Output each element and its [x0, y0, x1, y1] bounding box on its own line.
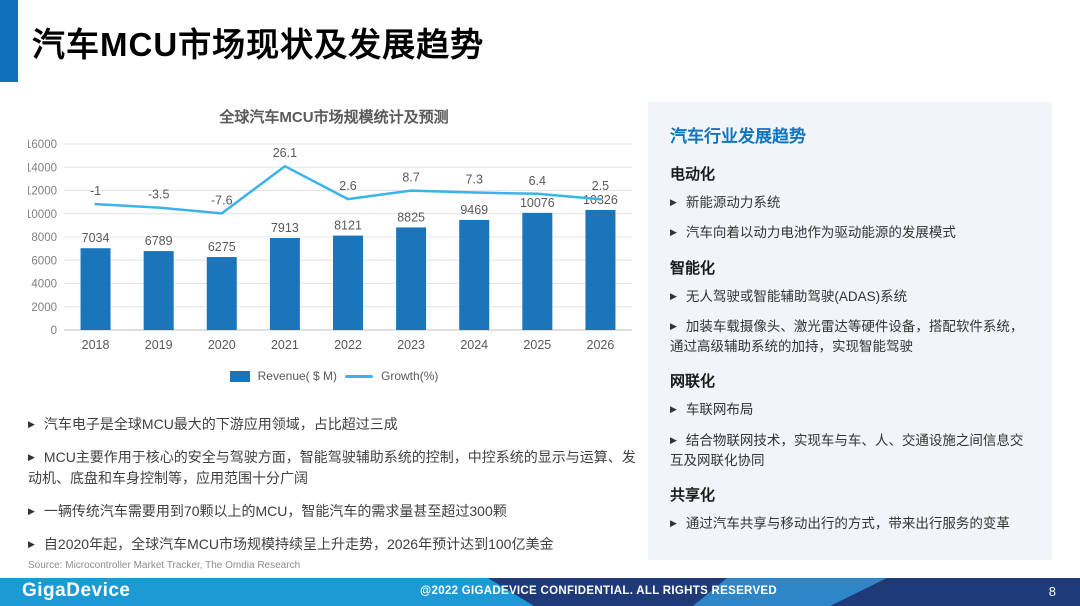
trend-section-connectivity: 网联化 ▶ 车联网布局 ▶ 结合物联网技术，实现车与车、人、交通设施之间信息交互及网… — [670, 370, 1030, 471]
trend-section-sharing: 共享化 ▶ 通过汽车共享与移动出行的方式，带来出行服务的变革 — [670, 484, 1030, 534]
revenue-legend-label: Revenue( $ M) — [257, 369, 338, 383]
list-item: ▶ MCU主要作用于核心的安全与驾驶方面，智能驾驶辅助系统的控制，中控系统的显示与… — [28, 447, 640, 490]
page-title: 汽车MCU市场现状及发展趋势 — [32, 26, 485, 63]
bullet-text: 汽车电子是全球MCU最大的下游应用领域，占比超过三成 — [43, 416, 398, 432]
trend-section-intelligence: 智能化 ▶ 无人驾驶或智能辅助驾驶(ADAS)系统 ▶ 加装车载摄像头、激光雷达等硬… — [670, 257, 1030, 358]
panel-item-text: 无人驾驶或智能辅助驾驶(ADAS)系统 — [685, 288, 908, 304]
panel-item-text: 通过汽车共享与移动出行的方式，带来出行服务的变革 — [685, 516, 1010, 531]
bullet-triangle-icon: ▶ — [670, 197, 677, 207]
growth-legend-line — [345, 374, 374, 378]
panel-item-text: 结合物联网技术，实现车与车、人、交通设施之间信息交互及网联化协同 — [670, 432, 1024, 468]
svg-text:-1: -1 — [90, 184, 101, 198]
svg-text:2024: 2024 — [460, 338, 488, 352]
list-item: ▶ 新能源动力系统 — [670, 193, 1030, 213]
svg-text:9469: 9469 — [460, 203, 488, 217]
revenue-legend-swatch — [229, 370, 250, 382]
gigadevice-logo: GigaDevice — [22, 580, 131, 601]
svg-text:12000: 12000 — [28, 186, 57, 198]
svg-text:8.7: 8.7 — [402, 171, 419, 185]
list-item: ▶ 加装车载摄像头、激光雷达等硬件设备，搭配软件系统，通过高级辅助系统的加持，实现… — [670, 317, 1030, 358]
section-heading: 网联化 — [670, 373, 716, 391]
list-item: ▶ 汽车向着以动力电池作为驱动能源的发展模式 — [670, 223, 1030, 243]
svg-text:2026: 2026 — [587, 338, 615, 352]
svg-text:2019: 2019 — [145, 338, 173, 352]
list-item: ▶ 汽车电子是全球MCU最大的下游应用领域，占比超过三成 — [28, 414, 640, 436]
svg-text:0: 0 — [51, 325, 57, 337]
bullet-triangle-icon: ▶ — [670, 227, 677, 238]
svg-text:8825: 8825 — [397, 210, 425, 224]
bullet-triangle-icon: ▶ — [670, 518, 677, 528]
section-heading: 智能化 — [670, 259, 716, 277]
bullet-text: MCU主要作用于核心的安全与驾驶方面，智能驾驶辅助系统的控制，中控系统的显示与运… — [28, 448, 636, 487]
bullet-triangle-icon: ▶ — [28, 451, 35, 462]
list-item: ▶ 车联网布局 — [670, 400, 1030, 420]
svg-text:26.1: 26.1 — [273, 146, 297, 160]
bullet-triangle-icon: ▶ — [670, 404, 677, 415]
svg-text:7.3: 7.3 — [466, 173, 483, 187]
panel-item-text: 汽车向着以动力电池作为驱动能源的发展模式 — [685, 225, 956, 241]
page-number: 8 — [1048, 584, 1056, 599]
chart-legend: Revenue( $ M) Growth(%) — [28, 369, 640, 383]
list-item: ▶ 一辆传统汽车需要用到70颗以上的MCU，智能汽车的需求量甚至超过300颗 — [28, 501, 640, 523]
bullet-text: 一辆传统汽车需要用到70颗以上的MCU，智能汽车的需求量甚至超过300颗 — [43, 503, 507, 520]
svg-text:2.5: 2.5 — [592, 179, 609, 193]
svg-text:7034: 7034 — [82, 231, 110, 245]
chart-title: 全球汽车MCU市场规模统计及预测 — [219, 109, 449, 126]
svg-text:2000: 2000 — [31, 302, 57, 314]
svg-text:-7.6: -7.6 — [211, 193, 233, 207]
panel-title: 汽车行业发展趋势 — [670, 127, 806, 146]
trend-section-electrification: 电动化 ▶ 新能源动力系统 ▶ 汽车向着以动力电池作为驱动能源的发展模式 — [670, 163, 1030, 244]
bullet-triangle-icon: ▶ — [28, 538, 35, 549]
bullet-triangle-icon: ▶ — [28, 506, 35, 517]
panel-item-text: 加装车载摄像头、激光雷达等硬件设备，搭配软件系统，通过高级辅助系统的加持，实现智… — [670, 318, 1024, 354]
bullet-triangle-icon: ▶ — [670, 290, 677, 301]
industry-trends-panel: 汽车行业发展趋势 电动化 ▶ 新能源动力系统 ▶ 汽车向着以动力电池作为驱动能源的发… — [648, 102, 1052, 560]
svg-text:2021: 2021 — [271, 338, 299, 352]
svg-text:2025: 2025 — [523, 338, 551, 352]
bullet-triangle-icon: ▶ — [28, 419, 35, 429]
bullet-triangle-icon: ▶ — [670, 320, 677, 331]
svg-text:6000: 6000 — [31, 255, 57, 267]
svg-text:-3.5: -3.5 — [148, 188, 170, 202]
svg-text:2.6: 2.6 — [339, 179, 356, 193]
slide-footer: GigaDevice @2022 GIGADEVICE CONFIDENTIAL… — [0, 578, 1080, 606]
svg-text:4000: 4000 — [31, 279, 57, 291]
svg-text:14000: 14000 — [28, 162, 57, 174]
svg-text:10076: 10076 — [520, 196, 555, 210]
svg-text:10000: 10000 — [28, 209, 57, 221]
bullet-triangle-icon: ▶ — [670, 434, 677, 445]
svg-text:2023: 2023 — [397, 338, 425, 352]
list-item: ▶ 无人驾驶或智能辅助驾驶(ADAS)系统 — [670, 287, 1030, 307]
svg-text:6789: 6789 — [145, 234, 173, 248]
source-citation: Source: Microcontroller Market Tracker, … — [28, 560, 301, 571]
market-chart: 全球汽车MCU市场规模统计及预测 0 2000 4000 6000 8000 10000 1… — [25, 106, 640, 383]
svg-text:6275: 6275 — [208, 240, 236, 254]
title-accent-bar — [0, 0, 18, 82]
list-item: ▶ 结合物联网技术，实现车与车、人、交通设施之间信息交互及网联化协同 — [670, 431, 1030, 472]
confidential-notice: @2022 GIGADEVICE CONFIDENTIAL. ALL RIGHT… — [420, 585, 778, 597]
list-item: ▶ 通过汽车共享与移动出行的方式，带来出行服务的变革 — [670, 514, 1030, 534]
svg-text:2020: 2020 — [208, 338, 236, 352]
svg-text:2022: 2022 — [334, 338, 362, 352]
svg-text:2018: 2018 — [82, 338, 110, 352]
key-points-list: ▶ 汽车电子是全球MCU最大的下游应用领域，占比超过三成 ▶ MCU主要作用于核心的… — [28, 414, 640, 566]
revenue-growth-chart: 0 2000 4000 6000 8000 10000 12000 14000 16000 703… — [25, 139, 632, 352]
section-heading: 电动化 — [670, 166, 716, 183]
svg-text:7913: 7913 — [271, 221, 299, 235]
svg-text:8121: 8121 — [334, 219, 362, 233]
svg-text:16000: 16000 — [28, 139, 57, 151]
svg-text:6.4: 6.4 — [529, 174, 546, 188]
panel-item-text: 车联网布局 — [685, 402, 754, 418]
svg-text:8000: 8000 — [31, 232, 57, 244]
list-item: ▶ 自2020年起，全球汽车MCU市场规模持续呈上升走势，2026年预计达到100… — [28, 534, 640, 556]
bullet-text: 自2020年起，全球汽车MCU市场规模持续呈上升走势，2026年预计达到100亿… — [43, 535, 554, 552]
section-heading: 共享化 — [670, 487, 716, 504]
panel-item-text: 新能源动力系统 — [685, 195, 781, 210]
growth-legend-label: Growth(%) — [381, 369, 439, 383]
